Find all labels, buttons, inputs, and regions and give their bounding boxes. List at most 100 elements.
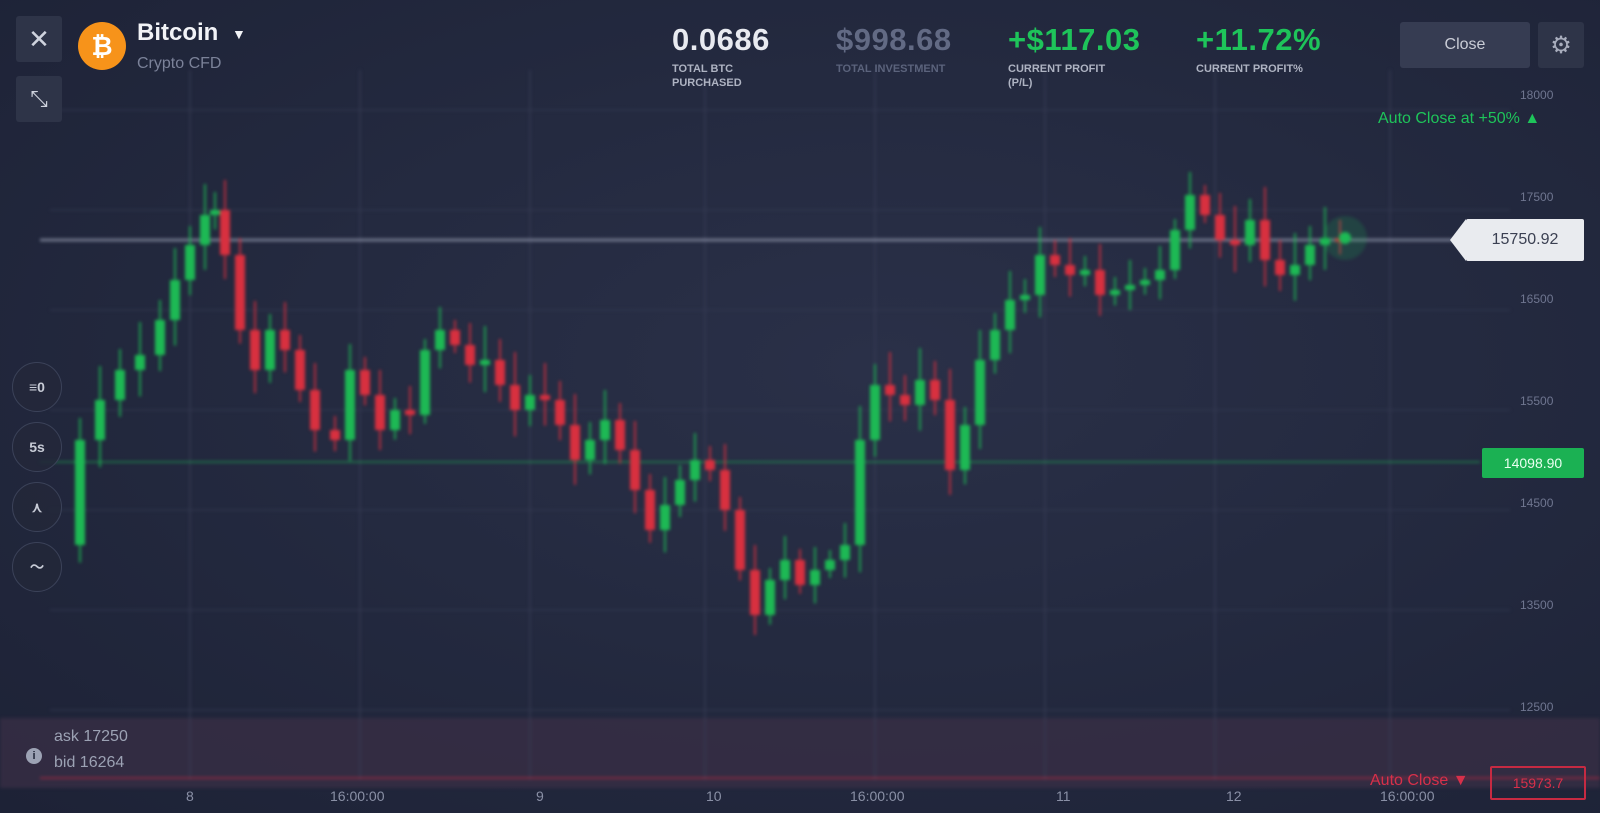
candle [1275,260,1285,275]
candle [1170,230,1180,270]
x-axis-label: 8 [186,788,194,804]
candle [1035,255,1045,295]
candle [75,440,85,545]
candle [570,425,580,460]
candle [185,245,195,280]
asset-name[interactable]: Bitcoin [137,19,219,46]
candle [480,360,490,365]
candle [1065,265,1075,275]
candle [210,210,220,215]
candle [795,560,805,585]
stat-current-profit: +$117.03 CURRENT PROFIT (P/L) [1008,22,1140,90]
candle [345,370,355,440]
candle [645,490,655,530]
expand-icon[interactable]: ⤡ [16,76,62,122]
candle [200,215,210,245]
candle [465,345,475,365]
candle [900,395,910,405]
candle [765,580,775,615]
candle [390,410,400,430]
stop-loss-zone [0,718,1600,788]
asset-subtitle: Crypto CFD [137,55,222,72]
candle [1200,195,1210,215]
candle [405,410,415,415]
candle [295,350,305,390]
candle [375,395,385,430]
candle [1215,215,1225,240]
gear-icon[interactable]: ⚙ [1538,22,1584,68]
candle [855,440,865,545]
candle [525,395,535,410]
ask-quote: ask 17250 [54,728,128,745]
candle [1125,285,1135,290]
candle [870,385,880,440]
candle [630,450,640,490]
stat-current-profit-percent: +11.72% CURRENT PROFIT% [1196,22,1321,76]
candle [1290,265,1300,275]
candle [1305,245,1315,265]
candle [915,380,925,405]
stat-total-investment: $998.68 TOTAL INVESTMENT [836,22,952,76]
candle [960,425,970,470]
candle [360,370,370,395]
candle [235,255,245,330]
stat-value: $998.68 [836,22,952,57]
close-position-button[interactable]: Close [1400,22,1530,68]
chart-type-tool[interactable]: 〜 [12,542,62,592]
x-axis-label: 12 [1226,788,1242,804]
info-icon[interactable]: i [26,748,42,764]
candle [1005,300,1015,330]
candle [660,505,670,530]
x-axis-label: 16:00:00 [330,788,385,804]
candle [155,320,165,355]
candle [735,510,745,570]
candle [95,400,105,440]
close-icon[interactable]: ✕ [16,16,62,62]
x-axis-label: 11 [1056,788,1071,804]
candle [825,560,835,570]
x-axis-label: 16:00:00 [850,788,905,804]
candle [170,280,180,320]
candle [135,355,145,370]
candle [750,570,760,615]
candle [1260,220,1270,260]
auto-close-take-profit[interactable]: Auto Close at +50% ▲ [1378,110,1541,127]
candle [810,570,820,585]
stat-label: PURCHASED [672,77,742,89]
auto-close-stop-loss[interactable]: Auto Close ▼ [1370,772,1469,789]
stop-loss-value[interactable]: 15973.7 [1490,766,1586,800]
candle [510,385,520,410]
timeframe-tool[interactable]: 5s [12,422,62,472]
candle [220,210,230,255]
stat-total-btc: 0.0686 TOTAL BTC PURCHASED [672,22,770,90]
candle [420,350,430,415]
indicators-tool[interactable]: ≡0 [12,362,62,412]
y-axis-label: 15500 [1520,394,1554,408]
current-price-tag: 15750.92 [1450,219,1584,261]
candle [250,330,260,370]
stat-label: CURRENT PROFIT [1008,63,1106,75]
candle [495,360,505,385]
candle [450,330,460,345]
x-axis-label: 9 [536,788,544,804]
stat-label: TOTAL INVESTMENT [836,63,946,75]
x-axis-label: 16:00:00 [1380,788,1435,804]
current-point [1339,232,1351,244]
candle [705,460,715,470]
candle [780,560,790,580]
stat-value: 0.0686 [672,22,770,57]
y-axis-label: 17500 [1520,190,1554,204]
drawing-tool[interactable]: ⋏ [12,482,62,532]
stat-label: CURRENT PROFIT% [1196,63,1303,75]
chevron-down-icon[interactable]: ▼ [232,26,246,42]
candle [1245,220,1255,245]
candle [330,430,340,440]
y-axis-label: 14500 [1520,496,1554,510]
candle [975,360,985,425]
candle [1320,238,1330,245]
candle [310,390,320,430]
candle [885,385,895,395]
entry-price-tag: 14098.90 [1482,448,1584,478]
candle [930,380,940,400]
